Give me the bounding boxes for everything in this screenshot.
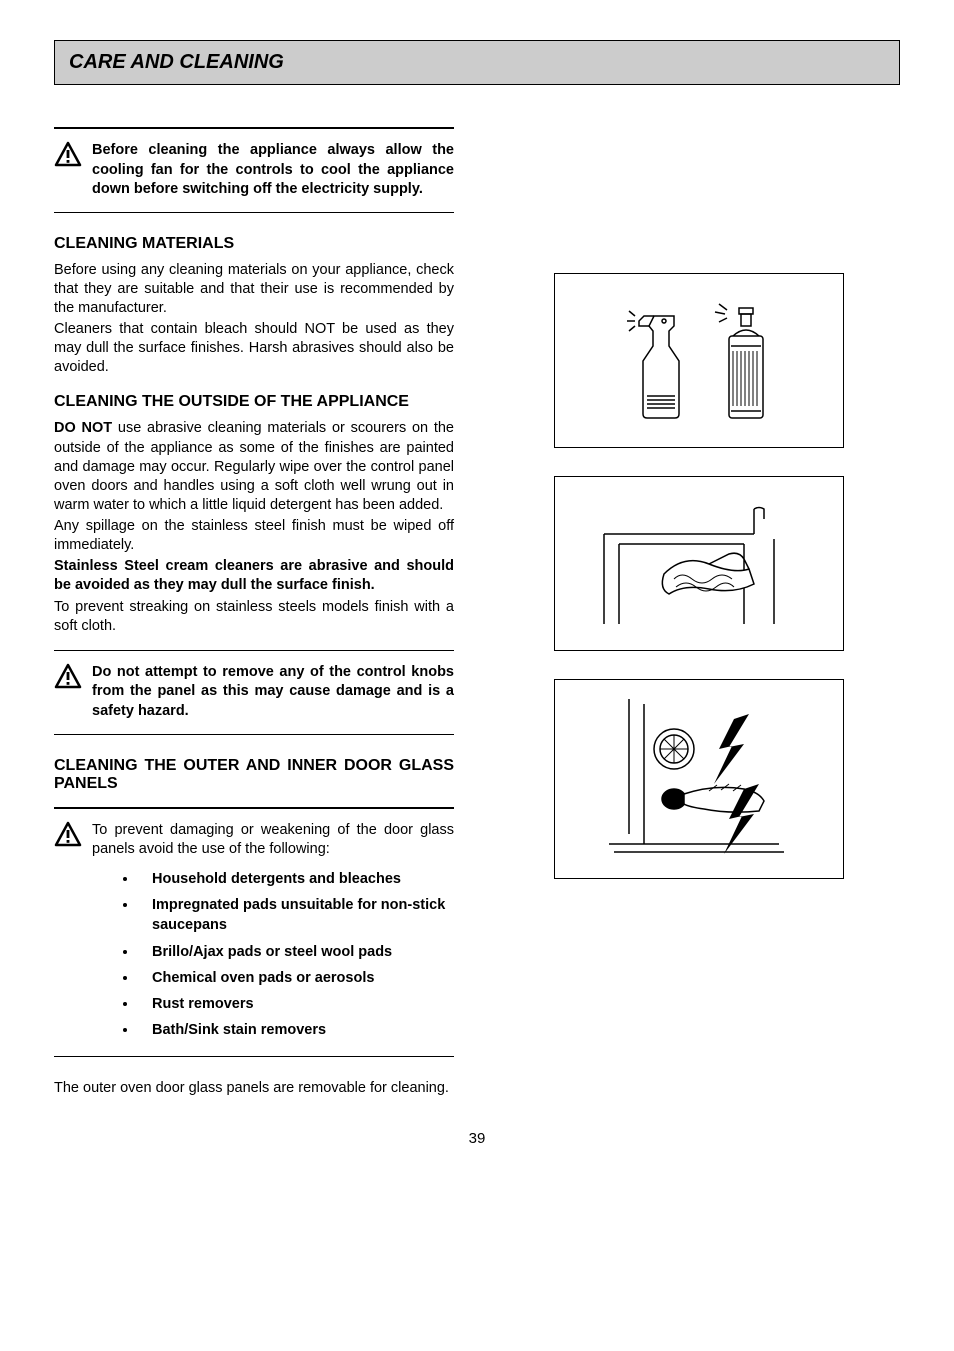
warning-content: To prevent damaging or weakening of the …	[92, 821, 454, 1044]
page-content: CARE AND CLEANING Before cleaning the ap…	[0, 0, 954, 1177]
remove-knob-icon	[584, 694, 814, 864]
warning-block-knobs: Do not attempt to remove any of the cont…	[54, 650, 454, 735]
figure-wipe-panel	[554, 476, 844, 651]
body-paragraph: DO NOT use abrasive cleaning materials o…	[54, 419, 454, 515]
avoid-list: Household detergents and bleaches Impreg…	[92, 866, 454, 1044]
wipe-panel-icon	[584, 494, 814, 634]
warning-intro-text: To prevent damaging or weakening of the …	[92, 821, 454, 860]
heading-cleaning-materials: CLEANING MATERIALS	[54, 235, 454, 253]
body-paragraph: Cleaners that contain bleach should NOT …	[54, 320, 454, 377]
body-text: use abrasive cleaning materials or scour…	[54, 420, 454, 513]
warning-text: Before cleaning the appliance always all…	[92, 141, 454, 200]
body-paragraph: Any spillage on the stainless steel fini…	[54, 517, 454, 555]
warning-icon	[54, 821, 82, 1044]
two-column-layout: Before cleaning the appliance always all…	[54, 113, 900, 1100]
heading-door-glass: CLEANING THE OUTER AND INNER DOOR GLASS …	[54, 757, 454, 793]
warning-block-glass: To prevent damaging or weakening of the …	[54, 807, 454, 1057]
list-item: Household detergents and bleaches	[138, 866, 454, 892]
figure-remove-knob	[554, 679, 844, 879]
spray-bottles-icon	[599, 296, 799, 426]
title-bar: CARE AND CLEANING	[54, 40, 900, 85]
list-item: Bath/Sink stain removers	[138, 1017, 454, 1043]
right-column	[554, 113, 900, 1100]
list-item: Chemical oven pads or aerosols	[138, 965, 454, 991]
warning-text: Do not attempt to remove any of the cont…	[92, 663, 454, 722]
body-paragraph: Before using any cleaning materials on y…	[54, 261, 454, 318]
page-title: CARE AND CLEANING	[69, 51, 885, 74]
body-paragraph: The outer oven door glass panels are rem…	[54, 1079, 454, 1098]
list-item: Rust removers	[138, 991, 454, 1017]
figure-spray-bottles	[554, 273, 844, 448]
body-paragraph: To prevent streaking on stainless steels…	[54, 598, 454, 636]
page-number: 39	[54, 1130, 900, 1147]
do-not-label: DO NOT	[54, 420, 112, 436]
list-item: Brillo/Ajax pads or steel wool pads	[138, 939, 454, 965]
warning-icon	[54, 141, 82, 200]
heading-cleaning-outside: CLEANING THE OUTSIDE OF THE APPLIANCE	[54, 393, 454, 411]
list-item: Impregnated pads unsuitable for non-stic…	[138, 892, 454, 939]
left-column: Before cleaning the appliance always all…	[54, 113, 454, 1100]
warning-icon	[54, 663, 82, 722]
body-paragraph-bold: Stainless Steel cream cleaners are abras…	[54, 557, 454, 595]
warning-block-cooling: Before cleaning the appliance always all…	[54, 127, 454, 213]
